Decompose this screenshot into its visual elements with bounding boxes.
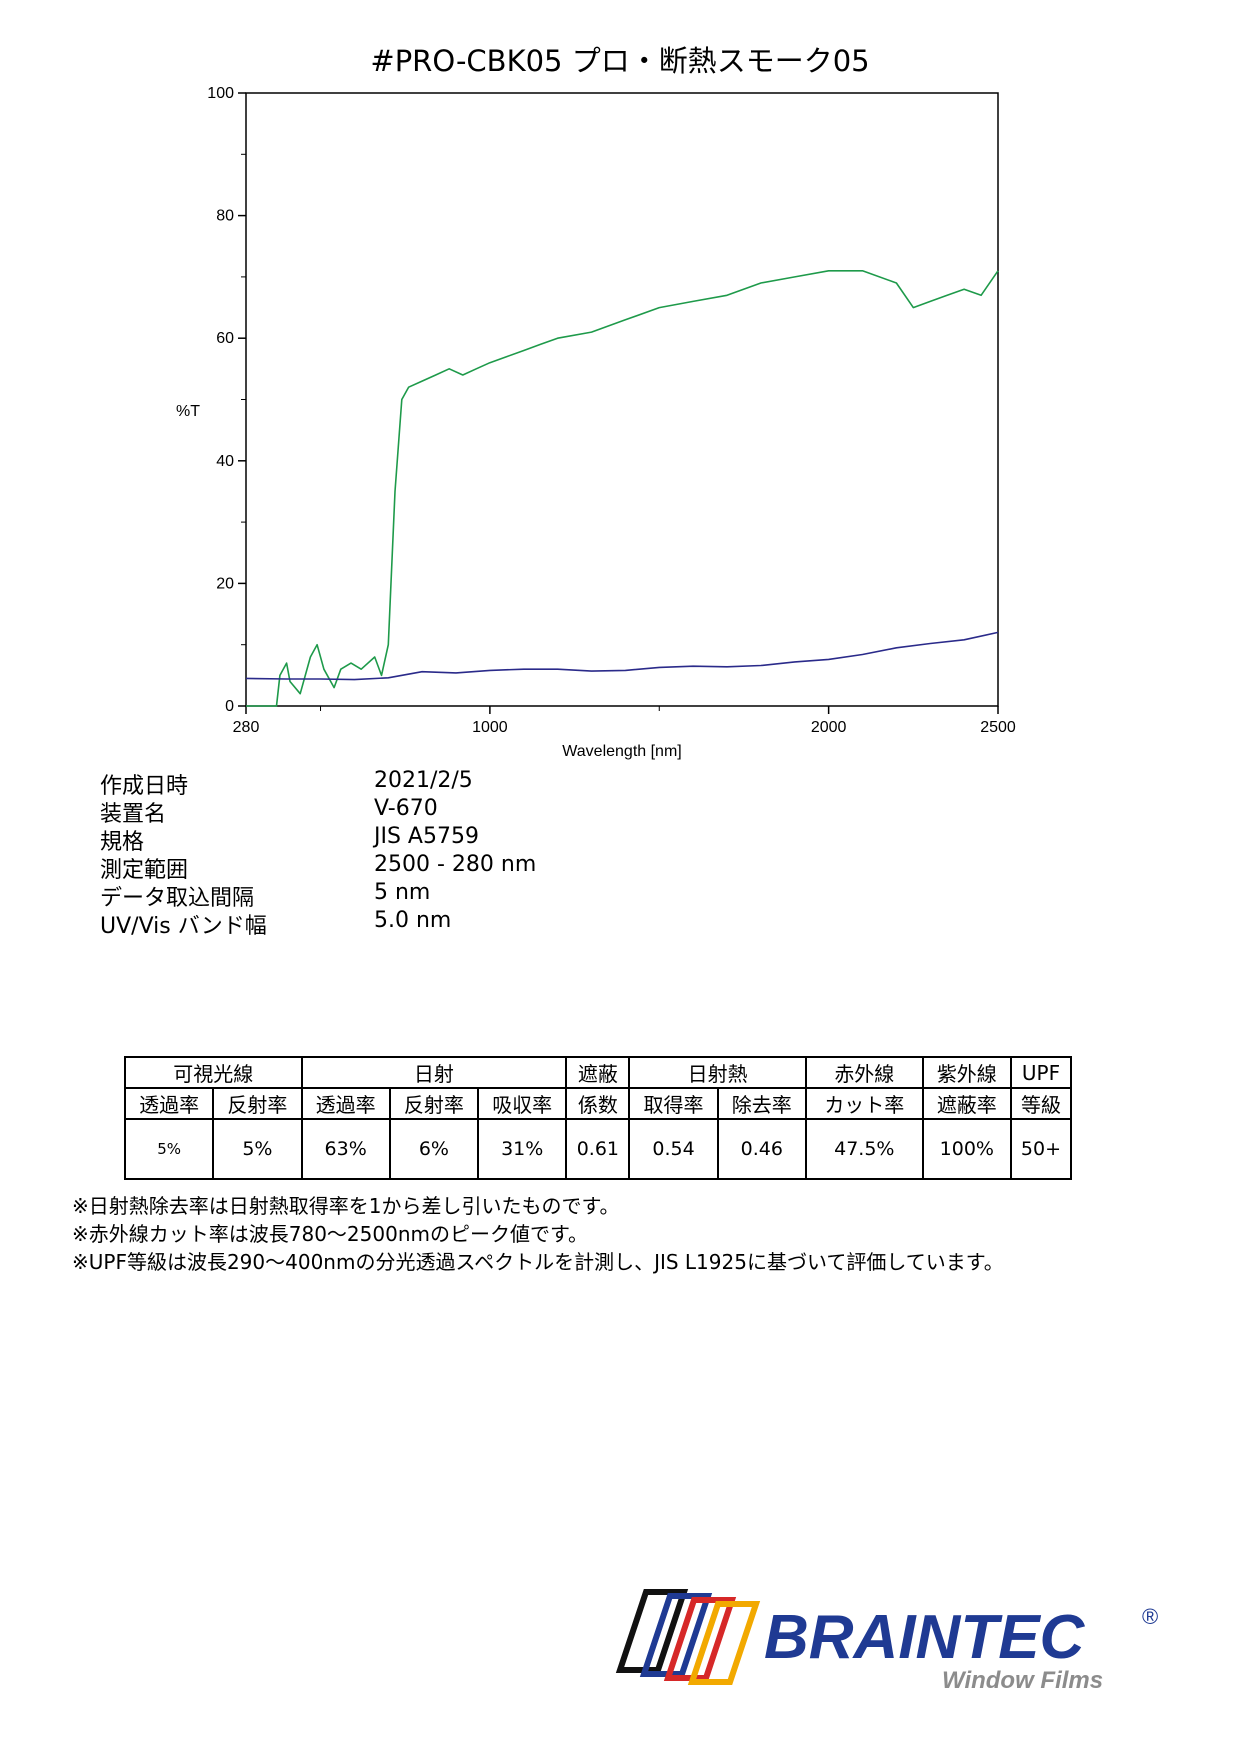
table-cell: 5% <box>123 1118 215 1180</box>
note-line: ※日射熱除去率は日射熱取得率を1から差し引いたものです。 <box>72 1194 620 1218</box>
table-subheader: 反射率 <box>212 1087 303 1120</box>
brand-name: BRAINTEC <box>764 1603 1086 1672</box>
x-axis-ticks: 280 1000 2000 2500 <box>233 706 1016 736</box>
y-tick-label: 100 <box>207 85 234 102</box>
table-cell: 50+ <box>1009 1118 1073 1180</box>
plot-area <box>245 92 999 707</box>
table-cell: 0.61 <box>565 1118 631 1180</box>
table-subheader: カット率 <box>804 1087 924 1120</box>
table-cell: 0.46 <box>716 1118 807 1180</box>
table-group-header: 紫外線 <box>921 1056 1012 1089</box>
table-value-row: 5% 5% 63% 6% 31% 0.61 0.54 0.46 47.5% 100% 50+ <box>123 1118 1073 1180</box>
braintec-logo: BRAINTEC ® Window Films <box>615 1589 1158 1694</box>
table-group-header: UPF <box>1009 1056 1073 1089</box>
table-cell: 100% <box>921 1118 1012 1180</box>
table-subheader: 除去率 <box>716 1087 807 1120</box>
y-tick-label: 0 <box>225 698 234 715</box>
table-cell: 47.5% <box>804 1118 924 1180</box>
table-group-header: 赤外線 <box>804 1056 924 1089</box>
info-value: V-670 <box>374 796 438 821</box>
table-group-header-row: 可視光線 日射 遮蔽 日射熱 赤外線 紫外線 UPF <box>124 1056 1073 1089</box>
y-tick-label: 80 <box>216 208 234 225</box>
performance-table: 可視光線 日射 遮蔽 日射熱 赤外線 紫外線 UPF 透過率 反射率 透過率 反射率 吸収率 係数 取得… <box>123 1056 1073 1180</box>
info-label: 測定範囲 <box>100 858 189 883</box>
y-tick-label: 60 <box>216 330 234 347</box>
table-group-header: 日射 <box>300 1056 568 1089</box>
x-axis-label: Wavelength [nm] <box>562 743 681 760</box>
table-subheader: 等級 <box>1009 1087 1073 1120</box>
x-tick-label: 1000 <box>472 719 508 736</box>
table-subheader: 透過率 <box>123 1087 215 1120</box>
y-tick-label: 20 <box>216 575 234 592</box>
table-cell: 5% <box>212 1118 303 1180</box>
page-title: #PRO-CBK05 プロ・断熱スモーク05 <box>370 44 870 78</box>
info-label: 規格 <box>100 830 145 855</box>
series-line-2 <box>245 631 999 681</box>
y-axis-label: %T <box>176 403 200 420</box>
info-label: 作成日時 <box>100 774 189 799</box>
info-label: 装置名 <box>100 802 167 827</box>
y-tick-label: 40 <box>216 453 234 470</box>
info-value: 5 nm <box>374 880 431 905</box>
info-value: JIS A5759 <box>374 824 479 849</box>
table-group-header: 日射熱 <box>628 1056 807 1089</box>
table-cell: 63% <box>300 1118 391 1180</box>
x-tick-label: 280 <box>233 719 260 736</box>
table-subheader: 反射率 <box>388 1087 480 1120</box>
info-label: UV/Vis バンド幅 <box>100 914 267 939</box>
series-layer <box>245 270 999 707</box>
table-cell: 6% <box>388 1118 480 1180</box>
table-subheader: 透過率 <box>300 1087 391 1120</box>
registered-mark: ® <box>1142 1604 1158 1629</box>
info-value: 5.0 nm <box>374 908 452 933</box>
logo-mark-icon <box>615 1589 761 1685</box>
table-subheader: 吸収率 <box>477 1087 568 1120</box>
table-cell: 0.54 <box>628 1118 719 1180</box>
table-subheader: 遮蔽率 <box>921 1087 1012 1120</box>
brand-tagline: Window Films <box>942 1667 1103 1694</box>
table-group-header: 遮蔽 <box>565 1056 631 1089</box>
table-cell: 31% <box>477 1118 568 1180</box>
x-tick-label: 2000 <box>811 719 847 736</box>
info-label: データ取込間隔 <box>100 886 255 911</box>
note-line: ※赤外線カット率は波長780～2500nmのピーク値です。 <box>72 1222 588 1246</box>
info-value: 2021/2/5 <box>374 768 473 793</box>
series-line-1 <box>246 270 999 707</box>
info-value: 2500 - 280 nm <box>374 852 537 877</box>
x-tick-label: 2500 <box>980 719 1016 736</box>
transmittance-chart: 0 20 40 60 80 100 280 1000 2000 2500 %T Waveleng… <box>176 85 1016 760</box>
note-line: ※UPF等級は波長290～400nmの分光透過スペクトルを計測し、JIS L19… <box>72 1250 1004 1274</box>
y-axis-ticks: 0 20 40 60 80 100 <box>207 85 246 715</box>
table-group-header: 可視光線 <box>124 1056 303 1089</box>
table-subheader-row: 透過率 反射率 透過率 反射率 吸収率 係数 取得率 除去率 カット率 遮蔽率 等級 <box>123 1087 1073 1120</box>
table-subheader: 係数 <box>565 1087 631 1120</box>
table-subheader: 取得率 <box>628 1087 719 1120</box>
